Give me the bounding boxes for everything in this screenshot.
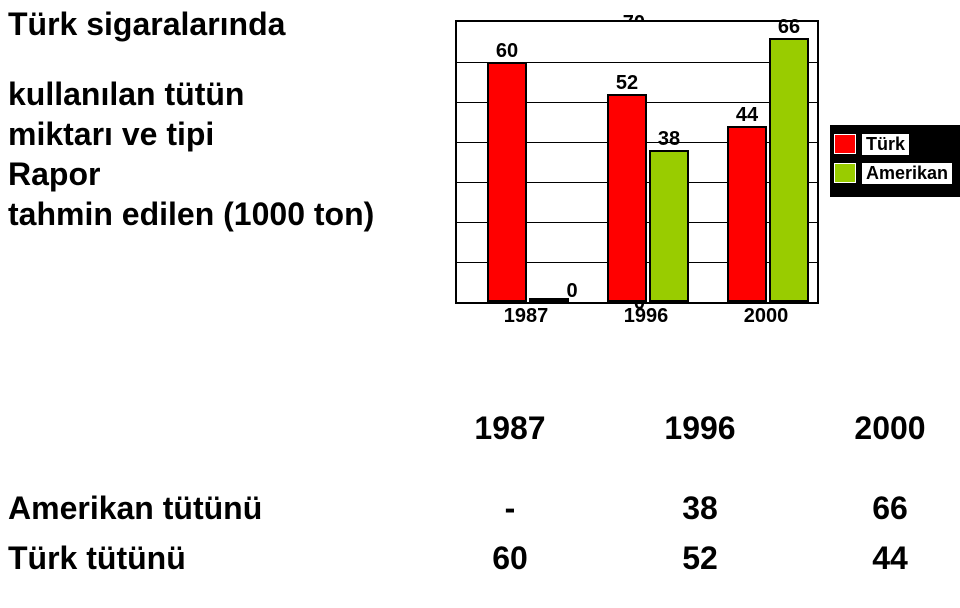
table-cell: 52 bbox=[630, 540, 770, 577]
bar-amerikan-1996 bbox=[649, 150, 689, 302]
bar-turk-1996 bbox=[607, 94, 647, 302]
subtitle-line: tahmin edilen (1000 ton) bbox=[8, 196, 374, 233]
bar-label: 66 bbox=[764, 16, 814, 39]
legend-swatch-icon bbox=[834, 163, 856, 183]
table-header: 1996 bbox=[630, 410, 770, 447]
plot-area: 60 0 52 38 44 66 bbox=[455, 20, 819, 304]
xlabel: 2000 bbox=[726, 305, 806, 328]
bar-turk-2000 bbox=[727, 126, 767, 302]
bar-label: 52 bbox=[602, 72, 652, 95]
legend-item-turk: Türk bbox=[834, 130, 959, 158]
bar-label: 38 bbox=[644, 128, 694, 151]
page-title: Türk sigaralarında bbox=[8, 6, 285, 43]
bar-label: 0 bbox=[547, 280, 597, 303]
legend: Türk Amerikan bbox=[830, 125, 960, 197]
legend-swatch-icon bbox=[834, 134, 856, 154]
table-header: 1987 bbox=[440, 410, 580, 447]
table-row-label: Amerikan tütünü bbox=[8, 490, 262, 527]
table-cell: - bbox=[440, 490, 580, 527]
chart: 0 10 20 30 40 50 60 70 bbox=[400, 10, 955, 335]
subtitle-line: miktarı ve tipi bbox=[8, 116, 214, 153]
subtitle-line: kullanılan tütün bbox=[8, 76, 244, 113]
table-cell: 60 bbox=[440, 540, 580, 577]
legend-label: Türk bbox=[862, 134, 909, 155]
table-cell: 44 bbox=[820, 540, 960, 577]
bar-label: 44 bbox=[722, 104, 772, 127]
page: { "title": "Türk sigaralarında", "subtit… bbox=[0, 0, 960, 608]
bar-label: 60 bbox=[482, 40, 532, 63]
legend-label: Amerikan bbox=[862, 163, 952, 184]
legend-item-amerikan: Amerikan bbox=[834, 159, 959, 187]
xlabel: 1987 bbox=[486, 305, 566, 328]
table-row-label: Türk tütünü bbox=[8, 540, 186, 577]
xlabel: 1996 bbox=[606, 305, 686, 328]
bar-turk-1987 bbox=[487, 62, 527, 302]
table-cell: 66 bbox=[820, 490, 960, 527]
table-cell: 38 bbox=[630, 490, 770, 527]
bar-amerikan-2000 bbox=[769, 38, 809, 302]
subtitle-line: Rapor bbox=[8, 156, 100, 193]
table-header: 2000 bbox=[820, 410, 960, 447]
